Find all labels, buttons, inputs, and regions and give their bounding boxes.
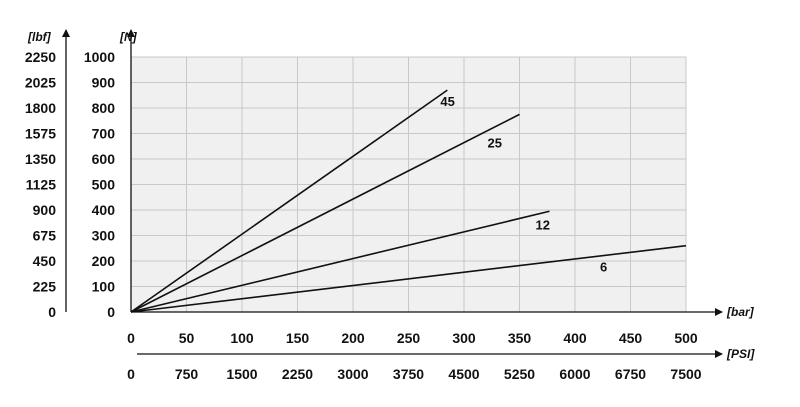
- series-line-45: [130, 89, 448, 313]
- y-tick-label-newton: 200: [92, 253, 116, 269]
- y-tick-label-lbf: 2025: [25, 75, 56, 91]
- x-tick-label-psi: 2250: [282, 366, 313, 382]
- x-tick-label-bar: 350: [508, 330, 532, 346]
- x-tick-labels-psi: 0 750 1500 2250 3000 3750 4500 5250 6000 6750 7500: [127, 366, 702, 382]
- y-tick-label-newton: 700: [92, 126, 116, 142]
- y-unit-label-newton: [N]: [119, 30, 138, 44]
- y-tick-label-lbf: 450: [33, 253, 57, 269]
- x-tick-label-psi: 5250: [504, 366, 535, 382]
- series-labels: 45 25 12 6: [440, 94, 607, 275]
- y-tick-label-lbf: 1350: [25, 151, 56, 167]
- series-label-6: 6: [600, 260, 607, 275]
- x-tick-label-bar: 300: [452, 330, 476, 346]
- x-tick-labels-bar: 0 50 100 150 200 250 300 350 400 450 500: [127, 330, 698, 346]
- x-tick-label-psi: 0: [127, 366, 135, 382]
- x-tick-label-bar: 400: [563, 330, 587, 346]
- grid: [131, 56, 687, 312]
- x-tick-label-bar: 100: [230, 330, 254, 346]
- x-tick-label-psi: 4500: [448, 366, 479, 382]
- x-tick-label-psi: 3000: [337, 366, 368, 382]
- x-tick-label-psi: 6750: [615, 366, 646, 382]
- y-tick-label-newton: 1000: [84, 49, 115, 65]
- y-unit-label-lbf: [lbf]: [27, 30, 52, 44]
- x-tick-label-psi: 3750: [393, 366, 424, 382]
- y-tick-label-lbf: 900: [33, 202, 57, 218]
- series-label-45: 45: [440, 94, 454, 109]
- x-tick-label-psi: 6000: [559, 366, 590, 382]
- y-tick-label-newton: 400: [92, 202, 116, 218]
- y-tick-labels-newton: 0 100 200 300 400 500 600 700 800 900 1000: [84, 49, 115, 320]
- x-tick-label-bar: 250: [397, 330, 421, 346]
- y-tick-label-newton: 900: [92, 75, 116, 91]
- y-tick-label-lbf: 225: [33, 279, 57, 295]
- series-label-12: 12: [535, 217, 549, 232]
- y-tick-label-lbf: 0: [48, 304, 56, 320]
- series-lines: [130, 89, 687, 313]
- x-tick-label-bar: 0: [127, 330, 135, 346]
- x-tick-label-bar: 150: [286, 330, 310, 346]
- x-unit-label-bar: [bar]: [726, 305, 755, 319]
- y-tick-label-lbf: 1125: [26, 177, 57, 193]
- x-tick-label-bar: 50: [179, 330, 195, 346]
- y-tick-label-lbf: 675: [33, 228, 57, 244]
- x-unit-label-psi: [PSI]: [726, 347, 755, 361]
- y-tick-labels-lbf: 0 225 450 675 900 1125 1350 1575 1800 2025 2250: [25, 49, 56, 320]
- y-tick-label-lbf: 1575: [25, 126, 56, 142]
- x-tick-label-bar: 500: [674, 330, 698, 346]
- series-label-25: 25: [488, 135, 502, 150]
- y-tick-label-newton: 500: [92, 177, 116, 193]
- y-tick-label-newton: 0: [107, 304, 115, 320]
- x-tick-label-psi: 7500: [670, 366, 701, 382]
- series-line-12: [130, 210, 550, 313]
- y-tick-label-lbf: 2250: [25, 49, 56, 65]
- y-tick-label-newton: 800: [92, 100, 116, 116]
- x-tick-label-bar: 200: [341, 330, 365, 346]
- y-tick-label-newton: 600: [92, 151, 116, 167]
- series-line-25: [130, 113, 520, 313]
- y-tick-label-lbf: 1800: [25, 100, 56, 116]
- y-tick-label-newton: 300: [92, 228, 116, 244]
- x-tick-label-bar: 450: [619, 330, 643, 346]
- x-tick-label-psi: 750: [175, 366, 199, 382]
- x-tick-label-psi: 1500: [226, 366, 257, 382]
- y-tick-label-newton: 100: [92, 279, 116, 295]
- series-line-6: [130, 244, 687, 313]
